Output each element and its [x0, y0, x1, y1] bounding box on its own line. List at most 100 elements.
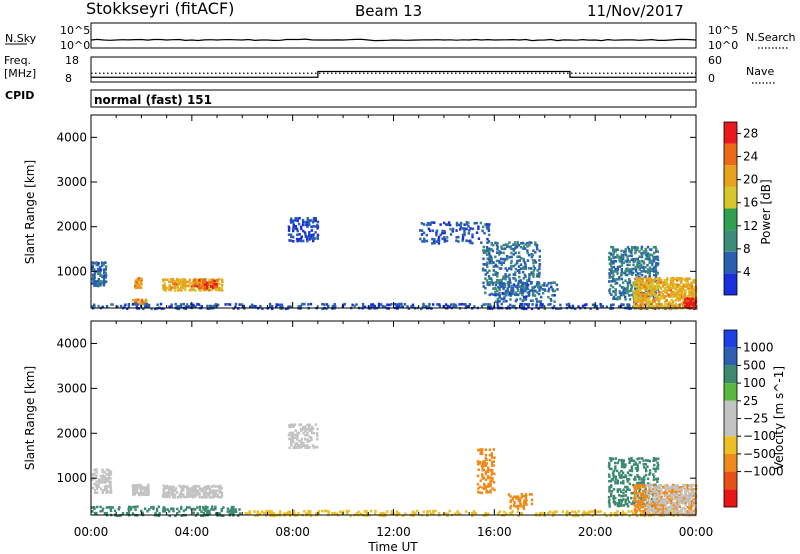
- scatter-cell: [484, 273, 487, 276]
- scatter-cell: [591, 303, 595, 307]
- scatter-cell: [618, 498, 621, 502]
- scatter-cell: [535, 303, 538, 306]
- scatter-cell: [680, 295, 684, 298]
- scatter-cell: [162, 493, 165, 496]
- scatter-cell: [660, 488, 663, 492]
- scatter-cell: [513, 495, 516, 498]
- scatter-cell: [206, 509, 210, 513]
- scatter-cell: [316, 237, 319, 240]
- scatter-cell: [97, 478, 101, 481]
- velocity-x-axis: 00:00 04:00 08:00 12:00 16:00 20:00 00:00: [74, 321, 713, 539]
- scatter-cell: [528, 244, 531, 247]
- scatter-cell: [494, 300, 498, 303]
- scatter-cell: [484, 453, 487, 457]
- scatter-cell: [655, 495, 659, 499]
- scatter-cell: [523, 289, 526, 293]
- scatter-cell: [489, 476, 492, 479]
- scatter-cell: [637, 496, 640, 499]
- scatter-cell: [614, 480, 617, 483]
- scatter-cell: [642, 463, 645, 466]
- scatter-cell: [657, 279, 661, 282]
- scatter-cell: [368, 305, 371, 309]
- scatter-cell: [105, 506, 108, 509]
- scatter-cell: [681, 277, 685, 281]
- scatter-cell: [484, 511, 487, 515]
- scatter-cell: [614, 500, 617, 504]
- scatter-cell: [531, 253, 535, 257]
- scatter-cell: [601, 304, 604, 308]
- scatter-cell: [304, 437, 307, 441]
- scatter-cell: [301, 218, 305, 222]
- scatter-cell: [107, 477, 110, 480]
- scatter-cell: [522, 305, 526, 309]
- scatter-cell: [648, 266, 652, 269]
- scatter-cell: [271, 307, 274, 311]
- scatter-cell: [626, 263, 629, 267]
- scatter-cell: [607, 496, 611, 499]
- scatter-cell: [686, 497, 689, 500]
- scatter-cell: [676, 288, 679, 292]
- scatter-cell: [505, 255, 509, 258]
- scatter-cell: [514, 279, 517, 282]
- scatter-cell: [422, 302, 425, 306]
- scatter-cell: [306, 239, 309, 243]
- scatter-cell: [184, 288, 187, 292]
- scatter-cell: [612, 498, 615, 501]
- scatter-cell: [618, 278, 621, 281]
- scatter-cell: [351, 303, 354, 307]
- scatter-cell: [489, 482, 492, 486]
- scatter-cell: [479, 452, 482, 456]
- scatter-cell: [643, 287, 647, 290]
- scatter-cell: [522, 257, 525, 261]
- scatter-cell: [508, 303, 512, 307]
- scatter-cell: [425, 233, 428, 237]
- scatter-cell: [93, 280, 97, 283]
- scatter-cell: [437, 239, 441, 243]
- scatter-cell: [677, 287, 681, 290]
- scatter-cell: [525, 499, 528, 502]
- scatter-cell: [446, 514, 449, 517]
- scatter-cell: [179, 278, 183, 281]
- scatter-cell: [222, 506, 225, 509]
- scatter-cell: [140, 298, 144, 302]
- scatter-cell: [674, 299, 677, 302]
- scatter-cell: [686, 510, 689, 513]
- scatter-cell: [312, 446, 316, 449]
- scatter-cell: [143, 490, 147, 493]
- scatter-cell: [492, 448, 495, 451]
- scatter-cell: [646, 504, 649, 507]
- scatter-cell: [135, 305, 138, 308]
- scatter-cell: [635, 276, 638, 280]
- scatter-cell: [489, 491, 492, 494]
- scatter-cell: [99, 478, 102, 482]
- scatter-cell: [692, 511, 695, 515]
- scatter-cell: [494, 293, 497, 297]
- scatter-cell: [646, 252, 650, 255]
- scatter-cell: [109, 505, 112, 509]
- scatter-cell: [316, 223, 319, 227]
- scatter-cell: [531, 299, 534, 303]
- scatter-cell: [444, 303, 448, 306]
- scatter-cell: [510, 289, 513, 292]
- scatter-cell: [632, 260, 635, 263]
- scatter-cell: [640, 477, 644, 480]
- scatter-cell: [538, 300, 541, 303]
- scatter-cell: [476, 474, 480, 478]
- scatter-cell: [101, 305, 104, 309]
- scatter-cell: [204, 491, 207, 495]
- scatter-cell: [666, 511, 669, 515]
- scatter-cell: [524, 263, 527, 266]
- scatter-cell: [218, 495, 221, 499]
- scatter-cell: [166, 486, 169, 490]
- scatter-cell: [641, 303, 644, 306]
- cpid-label: CPID: [5, 89, 34, 102]
- scatter-cell: [307, 510, 310, 513]
- scatter-cell: [168, 495, 171, 499]
- scatter-cell: [504, 277, 507, 281]
- scatter-cell: [490, 281, 493, 285]
- scatter-cell: [653, 494, 657, 497]
- scatter-cell: [492, 265, 495, 268]
- scatter-cell: [219, 484, 222, 488]
- scatter-cell: [292, 240, 295, 243]
- scatter-cell: [547, 281, 550, 285]
